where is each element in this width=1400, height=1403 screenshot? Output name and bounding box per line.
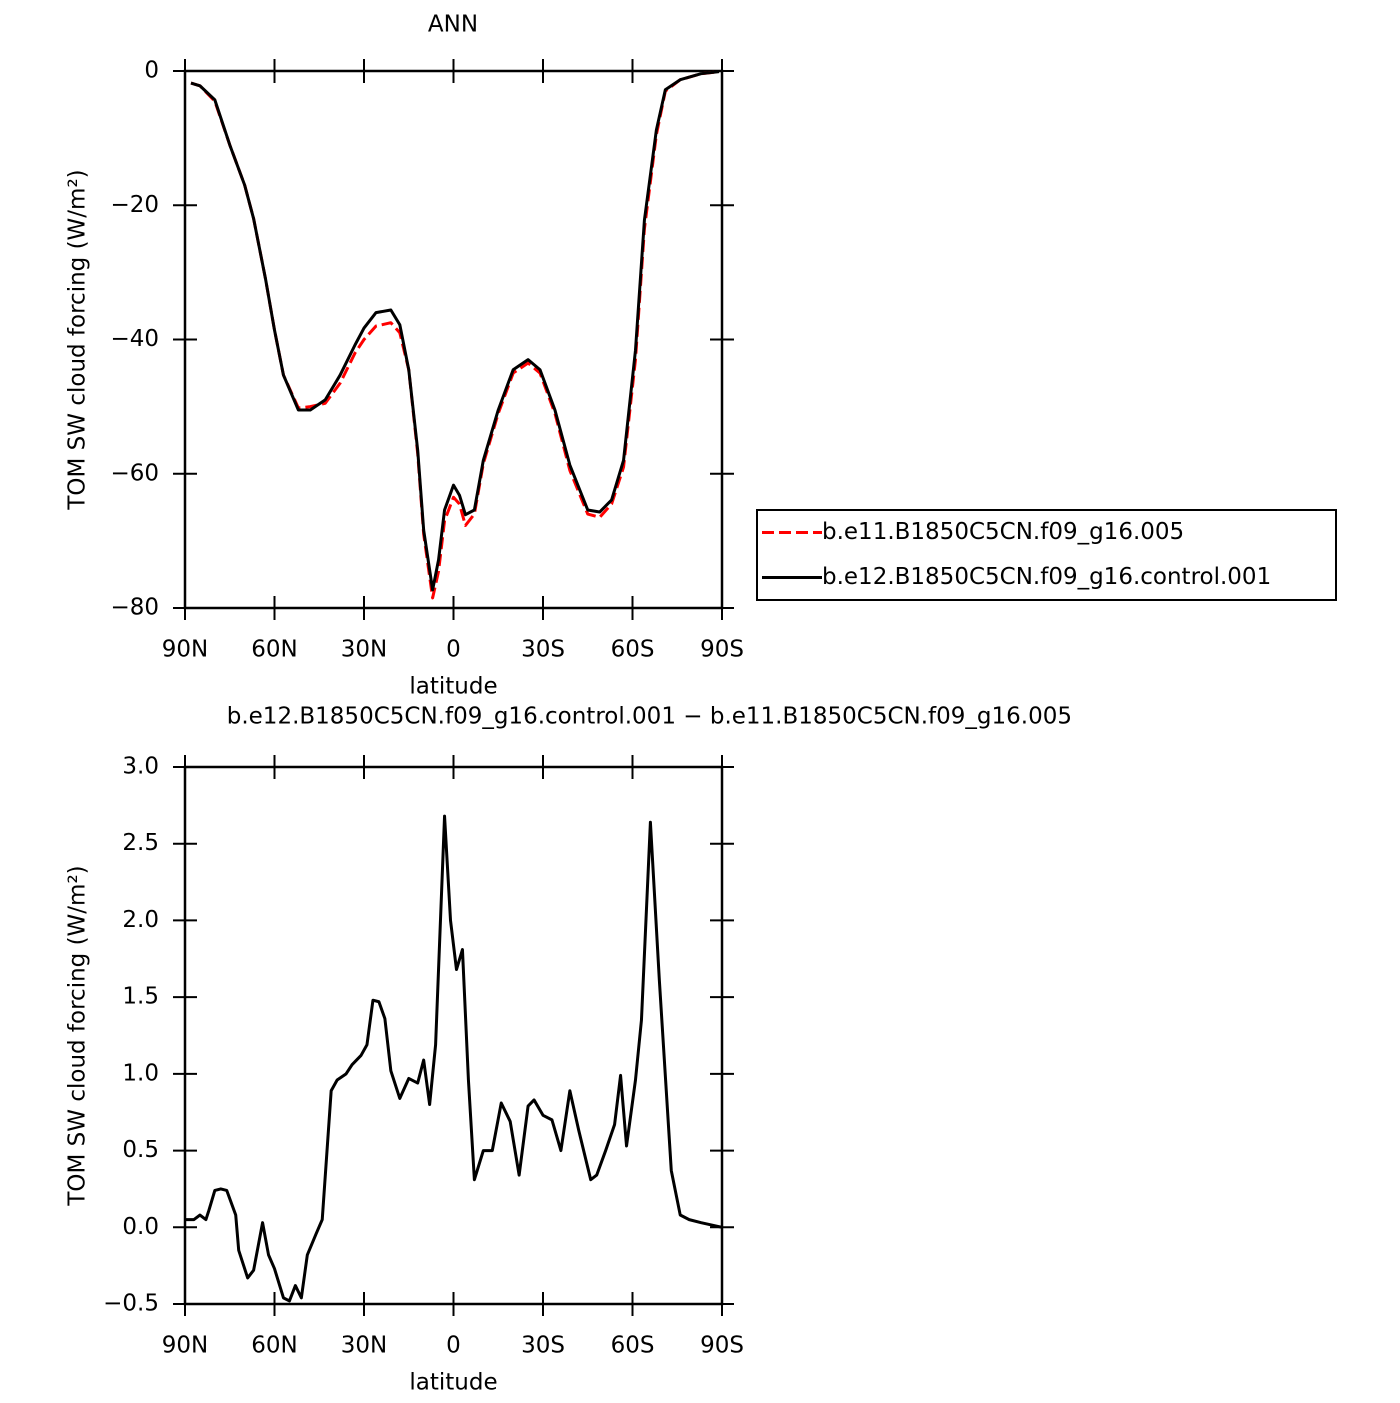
x-tick-label: 60N <box>251 637 297 663</box>
y-tick-label: 0.0 <box>122 1214 159 1240</box>
x-tick-label: 0 <box>446 637 461 663</box>
legend-box <box>756 509 1337 601</box>
x-tick-label: 90S <box>700 1333 744 1359</box>
data-line <box>190 70 720 592</box>
x-axis-label: latitude <box>409 674 497 700</box>
x-tick-label: 30S <box>521 637 565 663</box>
x-tick-label: 30S <box>521 1333 565 1359</box>
y-tick-label: 3.0 <box>122 754 159 780</box>
x-tick-label: 90N <box>162 1333 208 1359</box>
x-tick-label: 0 <box>446 1333 461 1359</box>
y-tick-label: −40 <box>110 326 159 352</box>
y-tick-label: −20 <box>110 192 159 218</box>
legend-label: b.e12.B1850C5CN.f09_g16.control.001 <box>822 564 1271 590</box>
chart-title: ANN <box>428 12 478 38</box>
y-axis-label: TOM SW cloud forcing (W/m²) <box>65 865 91 1206</box>
x-tick-label: 90S <box>700 637 744 663</box>
plot-frame <box>183 765 724 1306</box>
legend-label: b.e11.B1850C5CN.f09_g16.005 <box>822 519 1184 545</box>
y-tick-label: −0.5 <box>103 1291 159 1317</box>
y-tick-label: 0.5 <box>122 1137 159 1163</box>
y-axis-label: TOM SW cloud forcing (W/m²) <box>65 169 91 510</box>
x-tick-label: 60S <box>611 1333 655 1359</box>
y-tick-label: −80 <box>110 595 159 621</box>
y-tick-label: 1.0 <box>122 1060 159 1086</box>
y-tick-label: 2.0 <box>122 907 159 933</box>
y-tick-label: 1.5 <box>122 984 159 1010</box>
y-tick-label: −60 <box>110 460 159 486</box>
data-line <box>185 814 723 1303</box>
data-line <box>190 70 720 600</box>
x-axis-label: latitude <box>409 1370 497 1396</box>
x-tick-label: 60N <box>251 1333 297 1359</box>
x-tick-label: 90N <box>162 637 208 663</box>
x-tick-label: 30N <box>341 637 387 663</box>
y-tick-label: 2.5 <box>122 830 159 856</box>
x-tick-label: 60S <box>611 637 655 663</box>
chart-title: b.e12.B1850C5CN.f09_g16.control.001 − b.… <box>227 704 1072 730</box>
x-tick-label: 30N <box>341 1333 387 1359</box>
plot-frame <box>183 69 724 610</box>
y-tick-label: 0 <box>144 58 159 84</box>
